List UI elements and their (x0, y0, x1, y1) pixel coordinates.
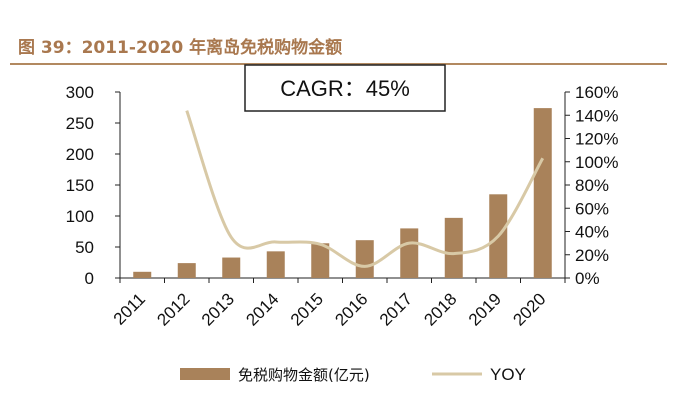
bar (222, 257, 241, 278)
right-tick-label: 60% (575, 199, 609, 218)
x-tick-label: 2017 (376, 289, 416, 329)
legend-line-label: YOY (490, 365, 526, 384)
x-tick-label: 2011 (110, 289, 149, 328)
left-tick-label: 50 (75, 238, 94, 257)
title-divider (10, 63, 667, 65)
chart-title: 图 39：2011-2020 年离岛免税购物金额 (18, 38, 343, 58)
bar (311, 243, 330, 278)
right-tick-label: 160% (575, 83, 618, 102)
legend-bar-swatch (180, 368, 230, 380)
bar-series (133, 108, 552, 279)
bar (177, 263, 196, 278)
right-tick-label: 120% (575, 130, 618, 149)
legend: 免税购物金额(亿元) YOY (180, 365, 526, 384)
x-tick-label: 2019 (465, 289, 505, 329)
cagr-label: CAGR：45% (280, 76, 410, 101)
right-tick-label: 140% (575, 106, 618, 125)
bar (266, 251, 285, 278)
right-y-axis: 0% 20% 40% 60% 80% 100% 120% 140% 160% (564, 83, 618, 288)
x-axis: 2011 2012 2013 2014 2015 2016 2017 2018 2019 2020 (110, 277, 566, 330)
x-tick-label: 2018 (420, 289, 460, 329)
left-tick-label: 200 (66, 145, 94, 164)
left-tick-label: 250 (66, 114, 94, 133)
x-tick-label: 2013 (198, 289, 238, 329)
bar (133, 271, 152, 278)
legend-bar-label: 免税购物金额(亿元) (238, 366, 370, 384)
bar (444, 217, 463, 278)
bar (533, 108, 552, 279)
x-tick-label: 2014 (242, 289, 282, 329)
x-tick-label: 2015 (287, 289, 327, 329)
x-tick-label: 2020 (509, 289, 549, 329)
left-y-axis: 0 50 100 150 200 250 300 (66, 83, 121, 288)
left-tick-label: 0 (85, 269, 94, 288)
left-tick-label: 300 (66, 83, 94, 102)
left-tick-label: 100 (66, 207, 94, 226)
cagr-box (244, 64, 446, 112)
x-tick-label: 2012 (153, 289, 193, 329)
cagr-annotation: CAGR：45% (244, 64, 446, 112)
right-tick-label: 0% (575, 269, 600, 288)
right-tick-label: 100% (575, 153, 618, 172)
yoy-line-series (185, 110, 545, 268)
right-tick-label: 20% (575, 246, 609, 265)
bar (400, 228, 419, 278)
right-tick-label: 80% (575, 176, 609, 195)
bar (355, 240, 374, 278)
right-tick-label: 40% (575, 223, 609, 242)
x-tick-label: 2016 (331, 289, 371, 329)
left-tick-label: 150 (66, 176, 94, 195)
yoy-line (185, 110, 545, 268)
